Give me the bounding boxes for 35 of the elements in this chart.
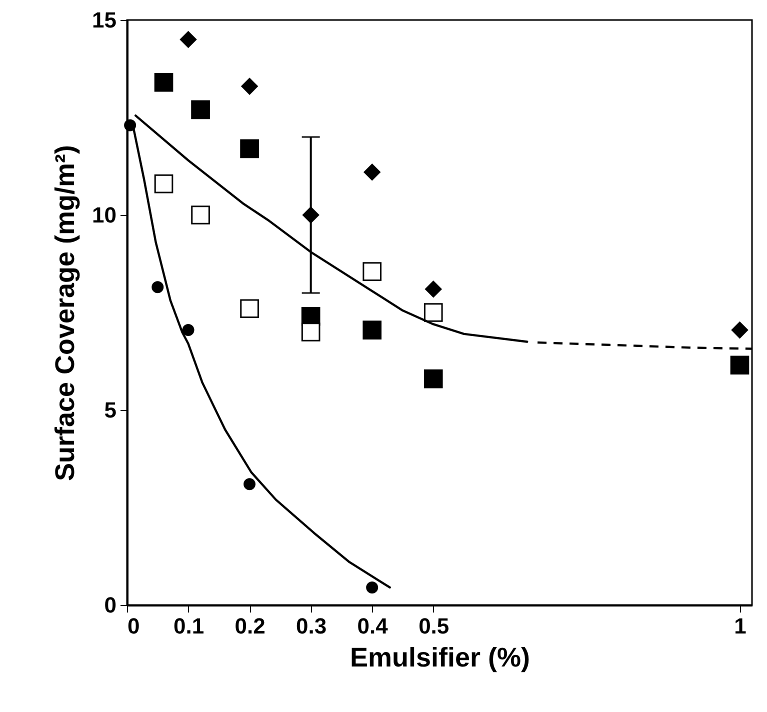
x-tick-label: 0.3 [296,614,327,638]
point [240,299,259,318]
line-series [134,114,528,343]
x-axis-title: Emulsifier (%) [350,642,530,672]
point [152,281,164,294]
point [730,356,750,375]
y-tick-label: 5 [104,398,116,422]
point [191,100,210,120]
x-tick-label: 0.4 [357,614,389,638]
point [424,369,443,388]
y-tick-label: 10 [92,202,116,228]
point [301,322,320,342]
point [180,31,197,48]
y-axis-title: Surface Coverage (mg/m²) [50,144,80,482]
x-tick-label: 1 [734,614,746,638]
point [154,72,174,92]
point [362,320,382,340]
x-tick-label: 0.1 [173,614,204,638]
x-tick-label: 0.5 [418,614,450,638]
y-tick-label: 15 [92,8,116,32]
point [154,174,174,194]
point [191,206,210,224]
x-tick-label: 0 [128,614,140,638]
point [182,324,194,336]
point [362,262,382,281]
point [241,78,258,95]
point [240,139,259,158]
point [364,164,380,180]
y-tick-label: 0 [104,592,116,618]
x-tick-label: 0.2 [234,614,266,638]
point [244,478,256,490]
point [424,303,443,322]
point [731,322,748,338]
point [425,280,442,298]
point [366,581,378,594]
